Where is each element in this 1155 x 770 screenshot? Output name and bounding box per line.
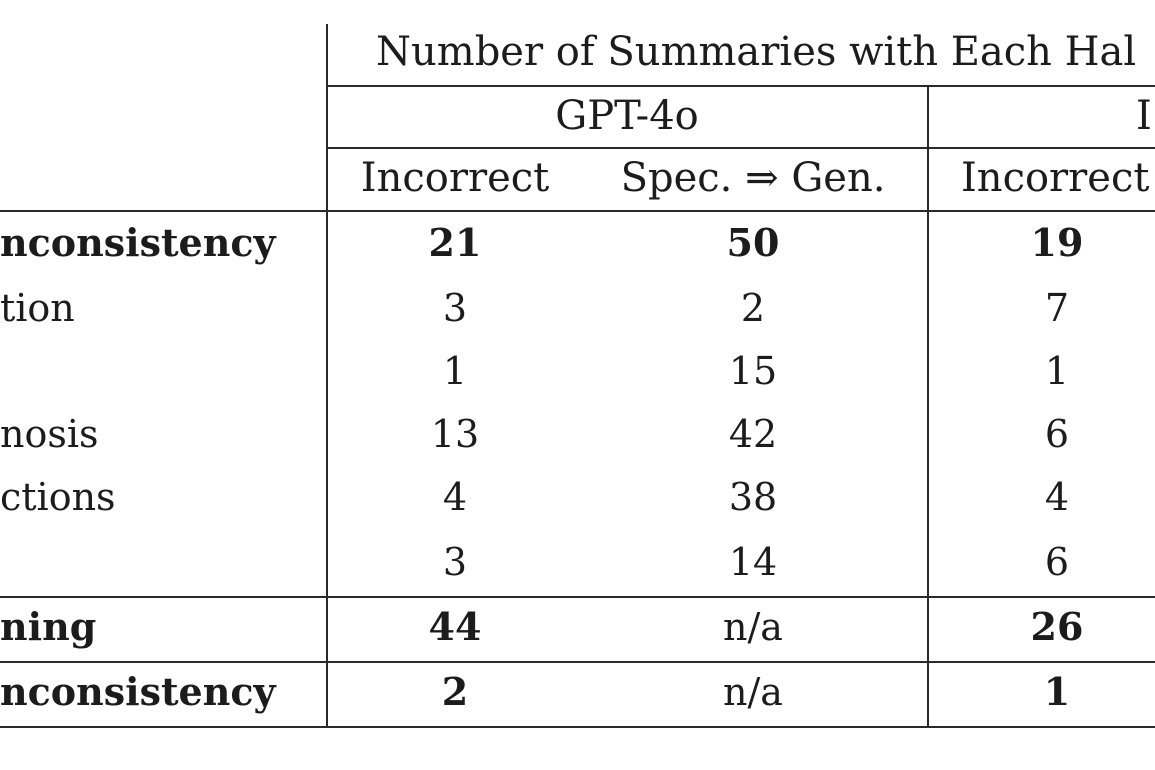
cell-gpt-incorrect: 4	[442, 475, 468, 519]
cell-gpt-spec: 2	[740, 286, 766, 330]
col-header-partial-incorrect: Incorrect	[961, 155, 1150, 201]
row-label: nconsistency	[0, 669, 276, 714]
cell-gpt-spec: 42	[728, 412, 778, 456]
model-header-gpt4o: GPT-4o	[555, 93, 699, 139]
cell-partial-incorrect: 4	[1044, 475, 1070, 519]
rule-bottom	[0, 726, 1155, 728]
model-header-partial: I	[1136, 93, 1152, 139]
rule-under-title	[327, 85, 1155, 87]
row-label: ning	[0, 604, 97, 649]
cell-partial-incorrect: 1	[1044, 349, 1070, 393]
rule-under-models	[327, 147, 1155, 149]
cell-gpt-incorrect: 2	[441, 669, 469, 714]
rule-group-1	[0, 596, 1155, 598]
vertical-rule-mid	[927, 86, 929, 728]
vertical-rule-left	[326, 24, 328, 728]
cell-partial-incorrect: 19	[1030, 220, 1084, 265]
cell-gpt-spec: n/a	[723, 605, 783, 649]
row-label: nconsistency	[0, 220, 276, 265]
cell-partial-incorrect: 6	[1044, 412, 1070, 456]
row-label: tion	[0, 286, 75, 330]
rule-group-2	[0, 661, 1155, 663]
table-title: Number of Summaries with Each Hal	[376, 29, 1137, 75]
cell-gpt-incorrect: 3	[442, 286, 468, 330]
cell-gpt-incorrect: 13	[430, 412, 480, 456]
col-header-gpt-incorrect: Incorrect	[360, 155, 550, 201]
col-header-gpt-spec-gen: Spec. ⇒ Gen.	[620, 155, 886, 201]
row-label: nosis	[0, 412, 99, 456]
row-label: ctions	[0, 475, 116, 519]
cell-partial-incorrect: 26	[1030, 604, 1084, 649]
cell-gpt-spec: 38	[728, 475, 778, 519]
cell-gpt-incorrect: 3	[442, 540, 468, 584]
cell-partial-incorrect: 1	[1043, 669, 1071, 714]
cell-gpt-spec: 50	[726, 220, 780, 265]
rule-under-header	[0, 210, 1155, 212]
cell-gpt-spec: 14	[728, 540, 778, 584]
cell-gpt-incorrect: 44	[428, 604, 482, 649]
cell-gpt-incorrect: 1	[442, 349, 468, 393]
cell-gpt-spec: n/a	[723, 670, 783, 714]
cell-gpt-incorrect: 21	[428, 220, 482, 265]
cell-partial-incorrect: 7	[1044, 286, 1070, 330]
cell-partial-incorrect: 6	[1044, 540, 1070, 584]
cell-gpt-spec: 15	[728, 349, 778, 393]
